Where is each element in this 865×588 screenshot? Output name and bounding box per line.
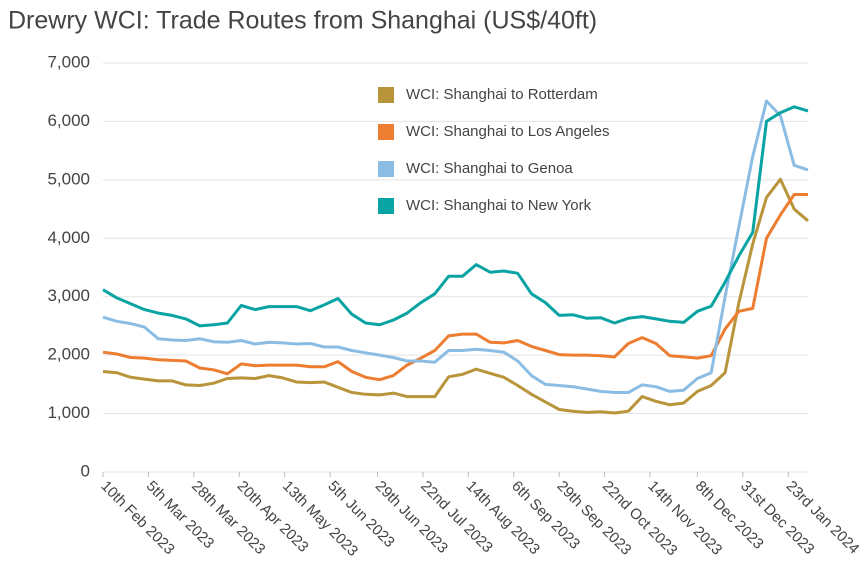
y-tick-label: 4,000 (47, 228, 90, 247)
legend-label: WCI: Shanghai to Los Angeles (406, 123, 609, 140)
line-series (102, 99, 809, 394)
line-series (102, 193, 808, 382)
legend-label: WCI: Shanghai to Rotterdam (406, 86, 598, 103)
line-series (102, 105, 809, 328)
y-tick-label: 7,000 (47, 52, 90, 71)
legend-swatch (378, 161, 394, 177)
y-tick-label: 6,000 (47, 111, 90, 130)
y-tick-label: 1,000 (47, 403, 90, 422)
legend-swatch (378, 198, 394, 214)
legend-swatch (378, 124, 394, 140)
line-series (102, 177, 809, 415)
legend-label: WCI: Shanghai to New York (406, 197, 592, 214)
y-tick-label: 2,000 (47, 345, 90, 364)
legend-swatch (378, 87, 394, 103)
legend-label: WCI: Shanghai to Genoa (406, 160, 573, 177)
chart-title: Drewry WCI: Trade Routes from Shanghai (… (8, 7, 597, 35)
y-tick-label: 0 (81, 461, 90, 480)
y-tick-label: 5,000 (47, 169, 90, 188)
y-tick-label: 3,000 (47, 286, 90, 305)
